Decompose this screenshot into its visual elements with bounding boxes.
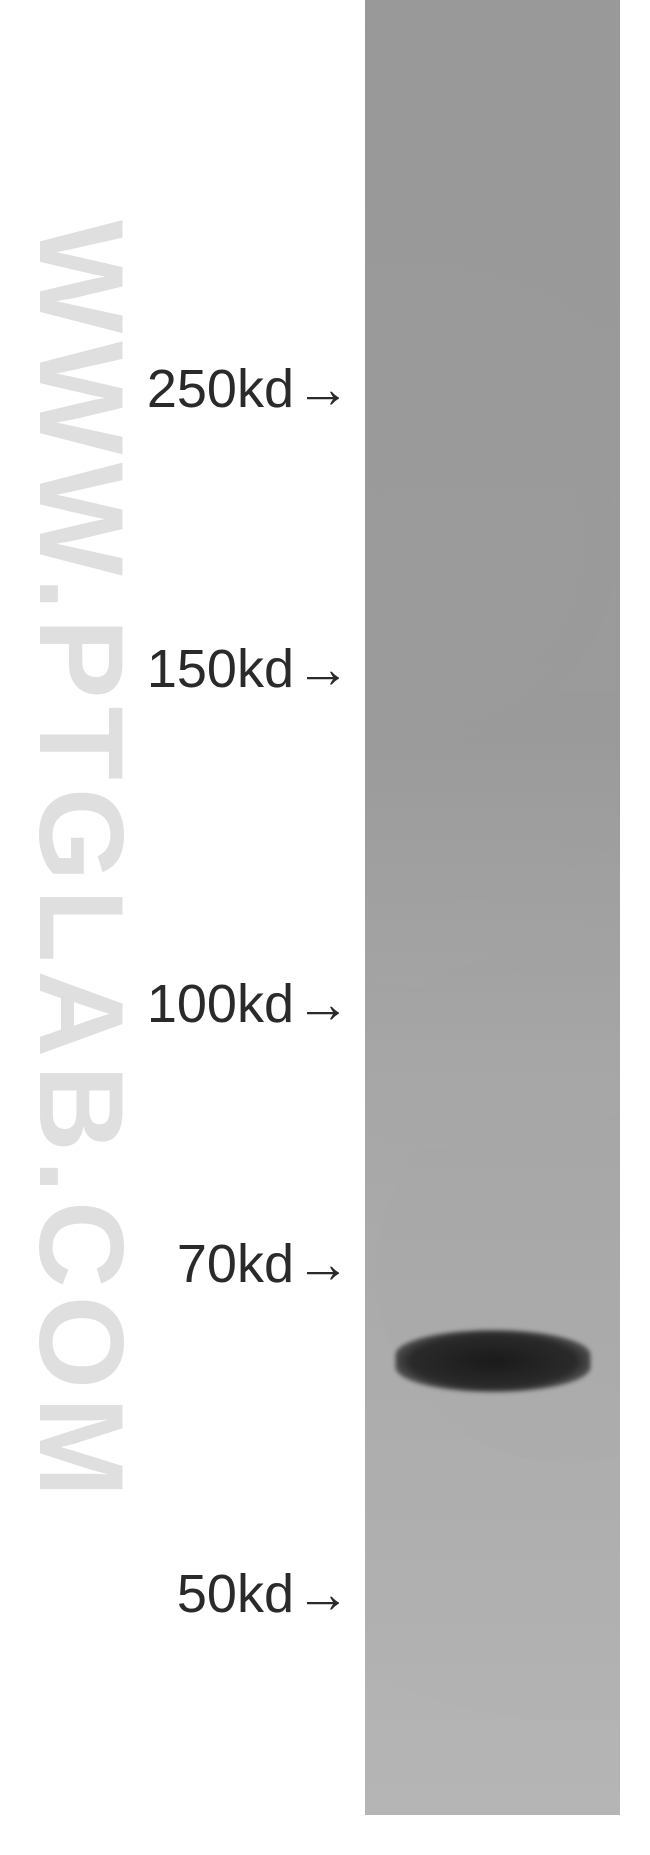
arrow-right-icon: → <box>296 1563 350 1625</box>
marker-70kd: 70kd → <box>177 1233 350 1295</box>
marker-label-text: 250kd <box>147 358 294 420</box>
protein-band <box>395 1330 590 1392</box>
arrow-right-icon: → <box>296 973 350 1035</box>
marker-100kd: 100kd → <box>147 973 350 1035</box>
arrow-right-icon: → <box>296 638 350 700</box>
marker-label-text: 70kd <box>177 1233 294 1295</box>
arrow-right-icon: → <box>296 1233 350 1295</box>
marker-250kd: 250kd → <box>147 358 350 420</box>
marker-label-text: 100kd <box>147 973 294 1035</box>
marker-50kd: 50kd → <box>177 1563 350 1625</box>
marker-150kd: 150kd → <box>147 638 350 700</box>
marker-label-text: 150kd <box>147 638 294 700</box>
western-blot-figure: 250kd → 150kd → 100kd → 70kd → 50kd → WW… <box>0 0 650 1855</box>
watermark-text: WWW.PTGLAB.COM <box>12 220 150 1505</box>
blot-lane <box>365 0 620 1815</box>
marker-label-text: 50kd <box>177 1563 294 1625</box>
arrow-right-icon: → <box>296 358 350 420</box>
